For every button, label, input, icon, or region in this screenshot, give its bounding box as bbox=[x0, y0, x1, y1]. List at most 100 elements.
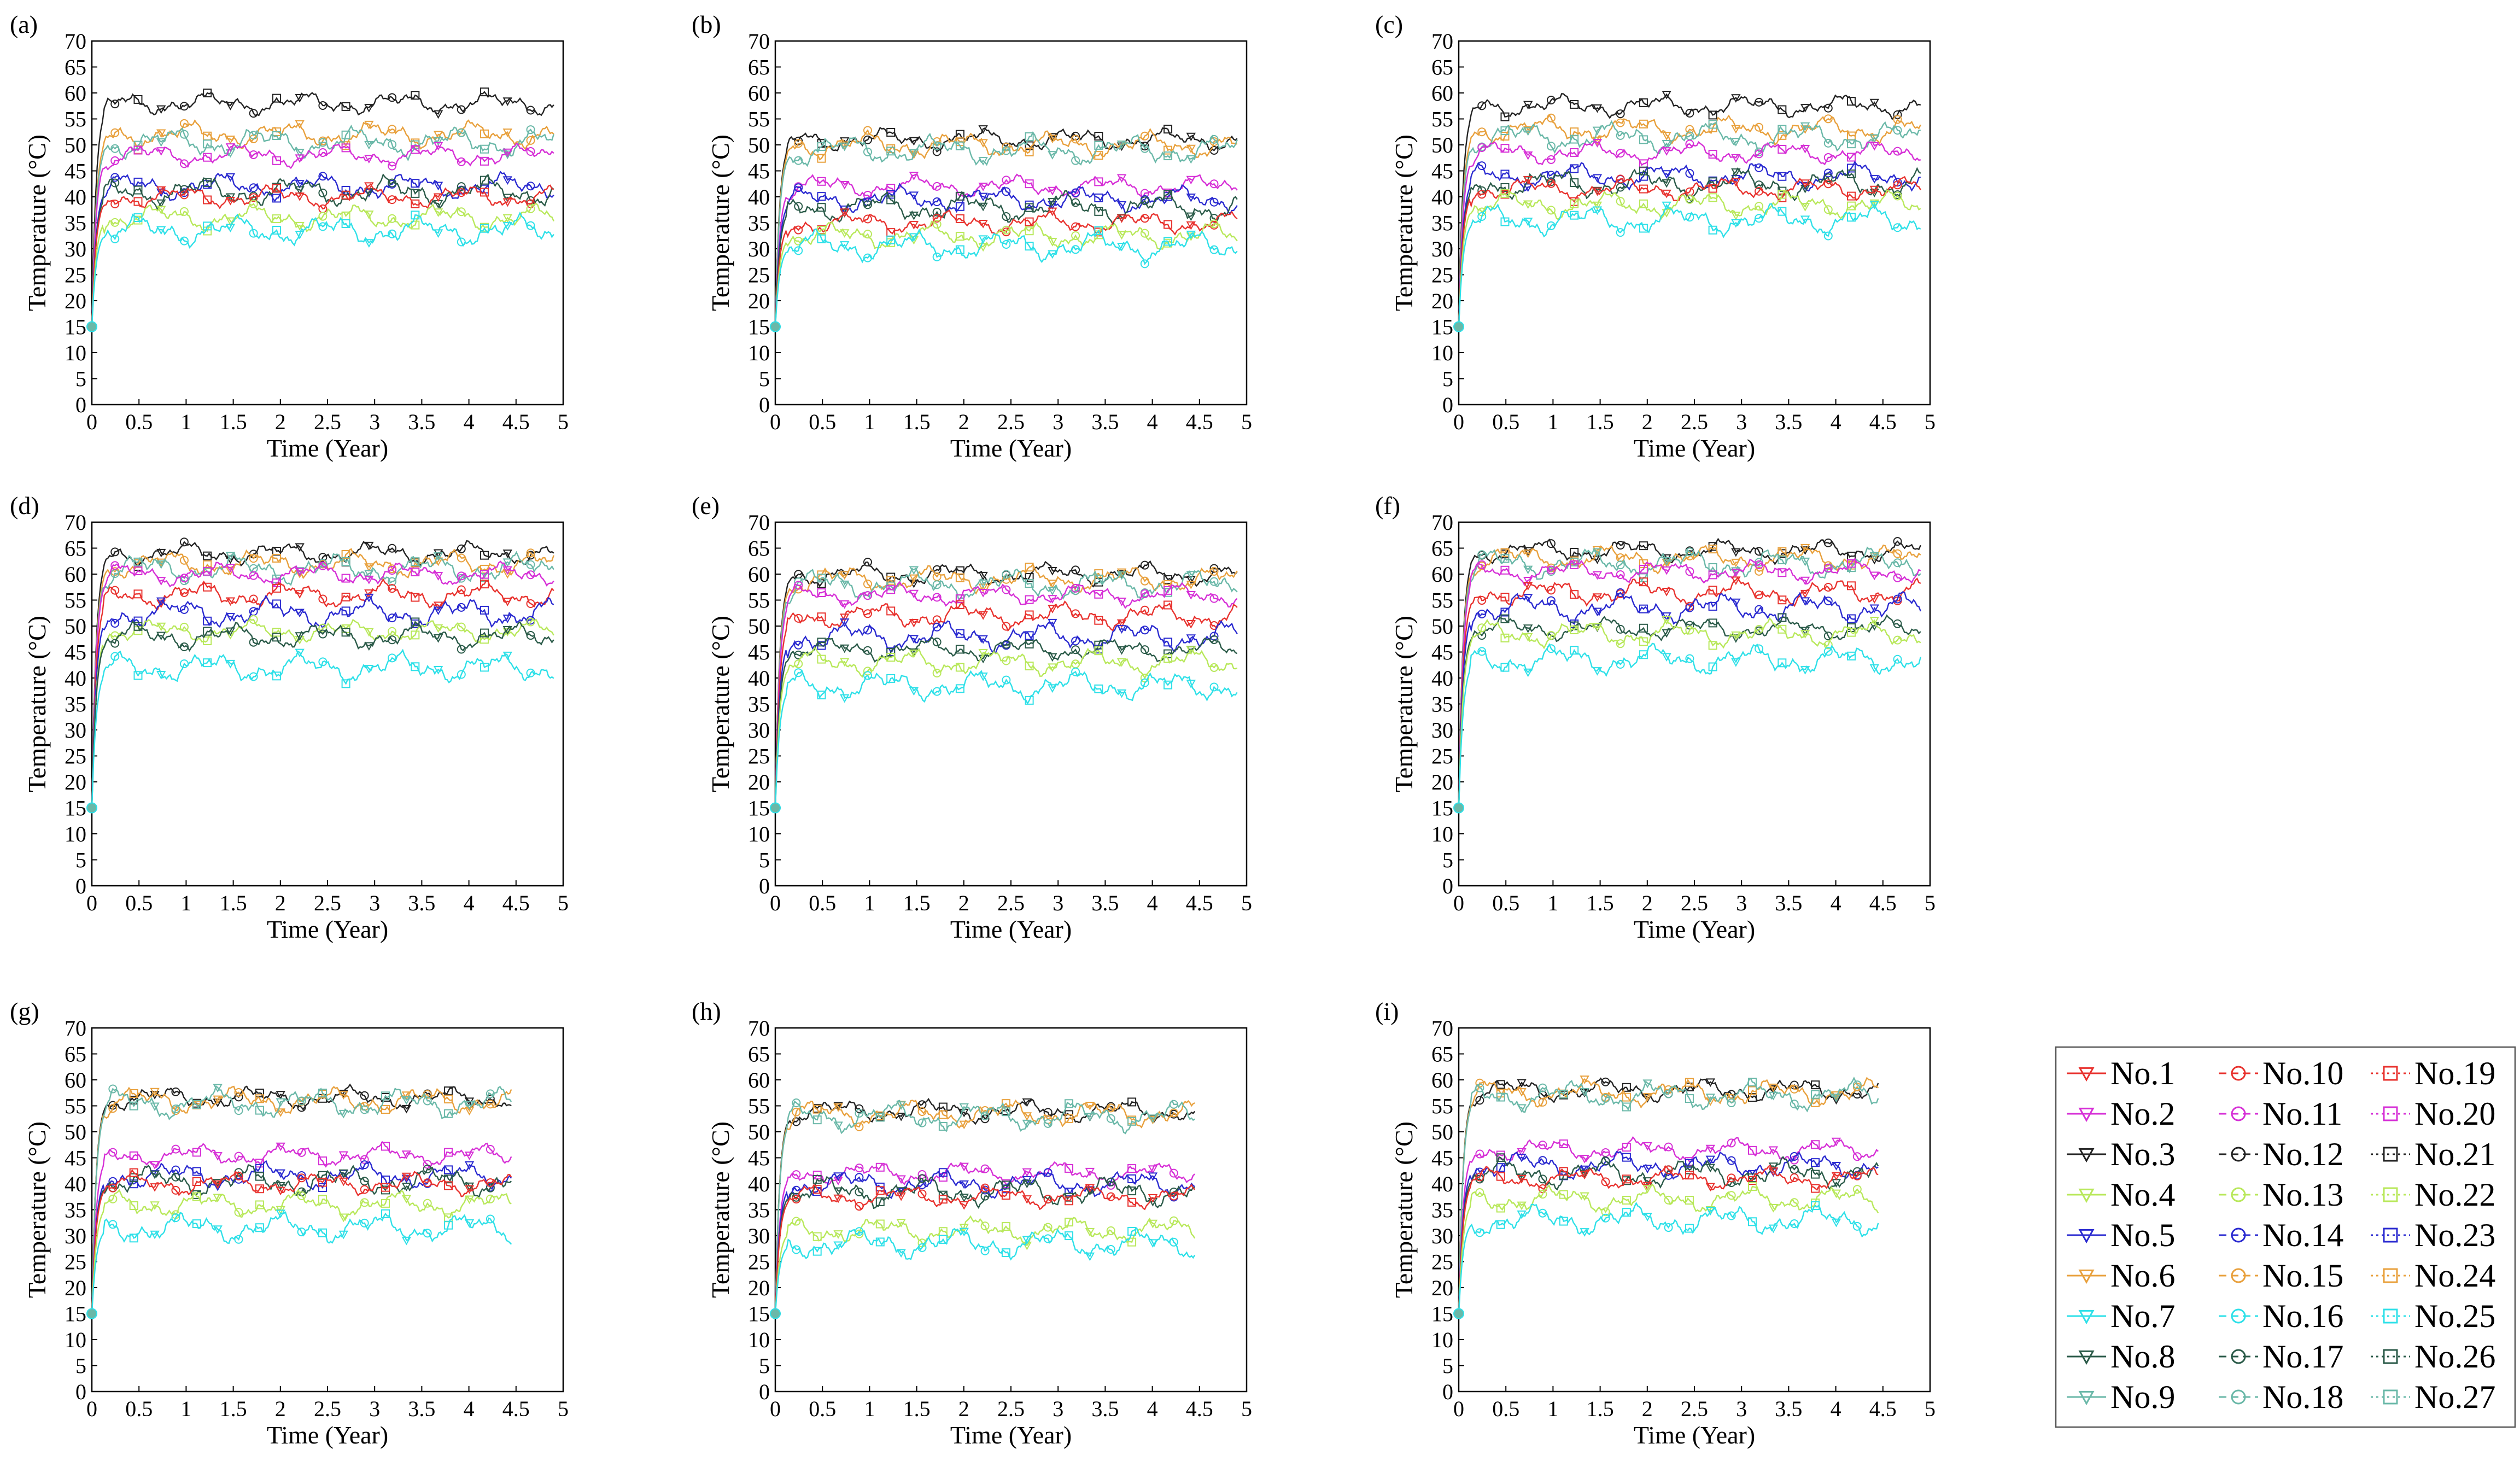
data-marker bbox=[1071, 609, 1080, 618]
legend-marker-square bbox=[2383, 1308, 2398, 1324]
data-marker bbox=[840, 229, 850, 238]
data-marker bbox=[110, 218, 120, 227]
data-marker bbox=[840, 613, 850, 622]
data-marker bbox=[1664, 1171, 1673, 1180]
data-marker bbox=[1893, 223, 1902, 232]
data-marker bbox=[1778, 125, 1787, 134]
data-marker bbox=[840, 580, 850, 589]
x-tick-label: 1 bbox=[1547, 891, 1558, 915]
data-marker bbox=[433, 606, 443, 615]
data-marker bbox=[1847, 213, 1856, 222]
data-marker bbox=[1500, 217, 1510, 226]
series-line-no8 bbox=[1458, 614, 1921, 808]
data-marker bbox=[855, 1173, 864, 1182]
data-marker bbox=[457, 157, 466, 166]
y-tick-label: 25 bbox=[65, 744, 86, 769]
x-tick-label: 2.5 bbox=[997, 410, 1025, 434]
data-marker bbox=[1496, 1172, 1505, 1181]
data-marker bbox=[1755, 186, 1764, 196]
data-marker bbox=[133, 557, 143, 566]
series-line-no7 bbox=[1458, 1201, 1879, 1314]
data-marker bbox=[203, 658, 212, 668]
data-marker bbox=[1022, 1179, 1032, 1189]
legend-marker-square bbox=[2383, 1227, 2398, 1243]
data-marker bbox=[457, 128, 466, 137]
data-marker bbox=[156, 597, 166, 606]
legend-marker-triangle-down bbox=[2078, 1269, 2095, 1284]
data-marker bbox=[1893, 147, 1902, 156]
data-marker bbox=[502, 148, 512, 157]
data-marker bbox=[1071, 583, 1080, 593]
x-tick-label: 4.5 bbox=[1869, 891, 1897, 915]
data-marker bbox=[381, 1183, 390, 1192]
data-marker bbox=[1148, 1194, 1158, 1203]
data-marker bbox=[1708, 586, 1717, 595]
data-marker bbox=[1823, 168, 1833, 178]
data-marker bbox=[1592, 174, 1603, 183]
data-marker bbox=[1523, 582, 1533, 591]
data-marker bbox=[318, 148, 328, 157]
data-marker bbox=[1209, 566, 1219, 576]
series-line-no8 bbox=[91, 619, 554, 808]
data-marker bbox=[433, 131, 443, 140]
data-marker bbox=[401, 1236, 412, 1246]
data-marker bbox=[978, 648, 988, 658]
data-marker bbox=[1477, 623, 1487, 633]
data-marker bbox=[1592, 206, 1603, 215]
data-marker bbox=[411, 662, 420, 671]
x-tick-label: 3 bbox=[1736, 891, 1747, 915]
data-marker bbox=[1025, 563, 1034, 572]
data-marker bbox=[1071, 198, 1080, 207]
y-tick-label: 5 bbox=[75, 367, 86, 391]
data-marker bbox=[980, 1111, 990, 1120]
data-marker bbox=[1148, 1115, 1158, 1125]
data-marker bbox=[1140, 674, 1149, 683]
data-marker bbox=[1616, 174, 1625, 184]
data-marker bbox=[234, 1151, 243, 1161]
y-tick-label: 30 bbox=[1431, 237, 1453, 261]
data-marker bbox=[1001, 1222, 1010, 1231]
data-marker bbox=[1163, 654, 1173, 663]
data-marker bbox=[1622, 1143, 1631, 1152]
data-marker bbox=[1616, 109, 1625, 119]
x-tick-label: 2 bbox=[275, 1396, 286, 1421]
data-marker bbox=[1869, 199, 1879, 208]
data-marker bbox=[272, 194, 281, 203]
data-marker bbox=[249, 150, 258, 159]
data-marker bbox=[909, 635, 919, 644]
data-marker bbox=[1043, 1194, 1053, 1203]
data-marker bbox=[1209, 197, 1219, 207]
data-marker bbox=[225, 102, 236, 110]
data-marker bbox=[1546, 596, 1556, 605]
data-marker bbox=[840, 208, 850, 217]
x-tick-label: 4 bbox=[1831, 410, 1841, 434]
data-marker bbox=[1811, 1080, 1820, 1090]
data-marker bbox=[1790, 1165, 1799, 1174]
y-tick-label: 55 bbox=[1431, 1094, 1453, 1119]
panel-label: (d) bbox=[10, 492, 39, 519]
data-marker bbox=[1477, 647, 1487, 656]
data-marker bbox=[1800, 589, 1810, 599]
data-marker bbox=[978, 673, 988, 681]
y-tick-label: 0 bbox=[759, 1380, 770, 1404]
x-tick-label: 0 bbox=[86, 1396, 97, 1421]
data-marker bbox=[909, 150, 919, 160]
x-tick-label: 4 bbox=[464, 410, 475, 434]
data-marker bbox=[980, 1221, 990, 1231]
data-marker bbox=[1546, 644, 1556, 653]
y-tick-label: 0 bbox=[75, 874, 86, 898]
data-marker bbox=[932, 622, 942, 632]
data-marker bbox=[1831, 1189, 1841, 1199]
data-marker bbox=[213, 1180, 223, 1189]
series-line-no3 bbox=[91, 91, 554, 327]
x-tick-label: 1.5 bbox=[1587, 410, 1614, 434]
series-line-no7 bbox=[1458, 642, 1921, 808]
legend-label: No.21 bbox=[2414, 1136, 2495, 1172]
data-marker bbox=[1523, 624, 1533, 633]
data-marker bbox=[938, 1122, 948, 1131]
data-marker bbox=[1002, 225, 1011, 235]
initial-temperature-point bbox=[86, 802, 97, 814]
data-marker bbox=[1708, 150, 1717, 159]
